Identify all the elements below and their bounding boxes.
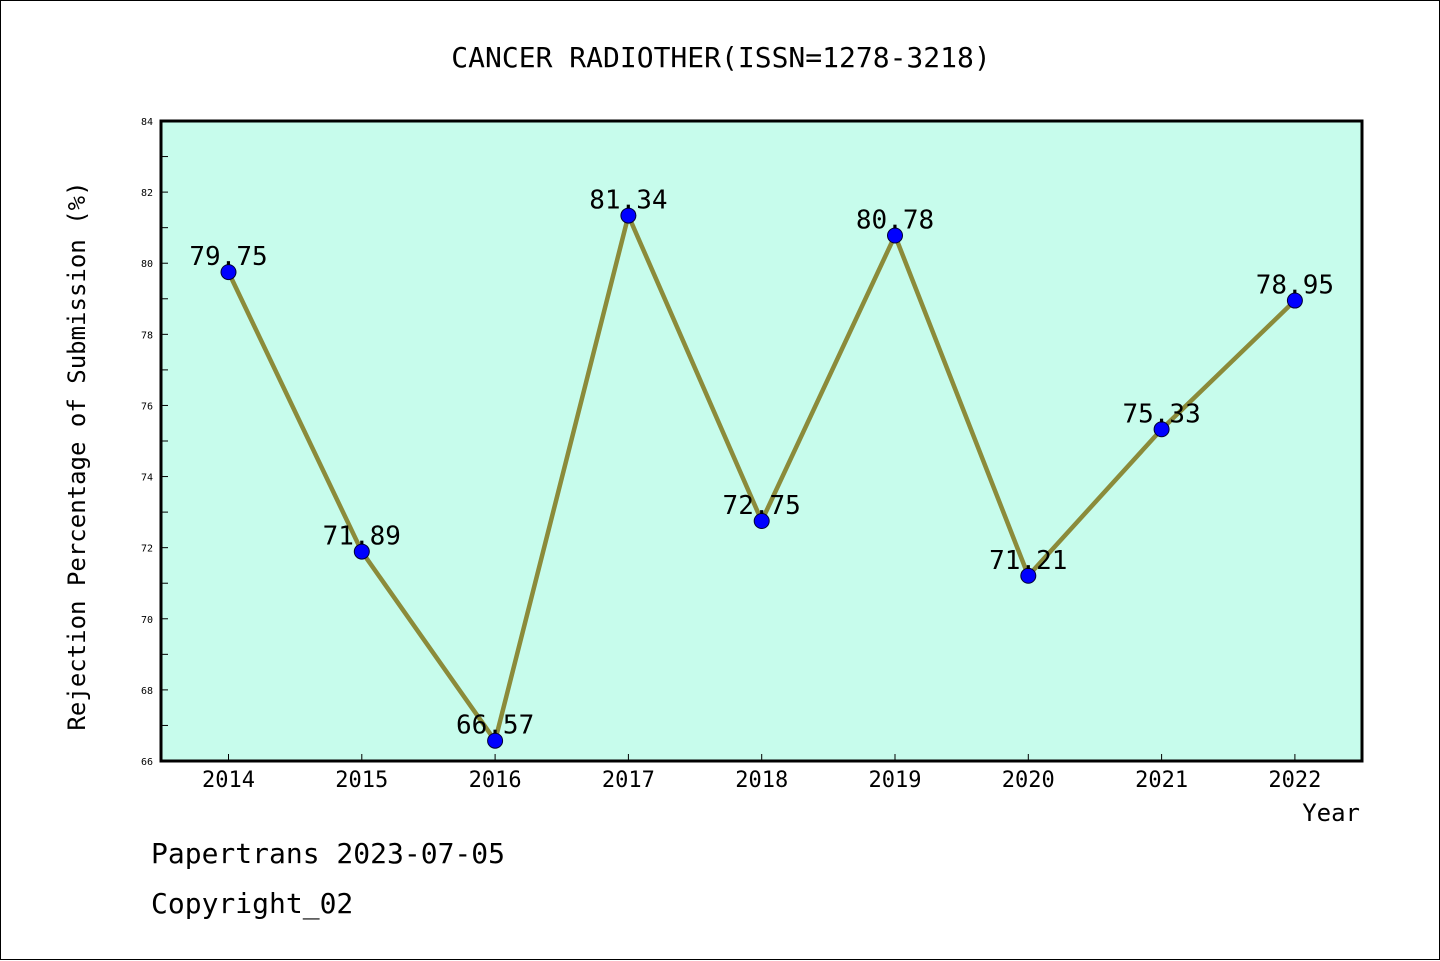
data-point [887, 227, 903, 244]
y-tick-label: 70 [141, 615, 153, 626]
x-tick-label: 2017 [602, 768, 655, 793]
y-tick-label: 80 [141, 259, 153, 270]
y-tick-label: 68 [141, 686, 153, 697]
data-point [220, 264, 237, 281]
plot-border [159, 119, 1364, 763]
y-tick-label: 72 [141, 544, 153, 555]
y-tick-label: 76 [141, 401, 153, 412]
data-markers [220, 207, 1303, 749]
data-point [620, 207, 637, 224]
x-tick-label: 2021 [1135, 768, 1188, 793]
data-point [1020, 567, 1037, 584]
footer-copyright: Copyright_02 [151, 887, 354, 920]
y-tick-label: 74 [141, 473, 153, 484]
y-axis: 66 68 70 72 74 76 78 80 82 84 [141, 117, 168, 768]
data-label: 71.89 [323, 522, 401, 552]
data-point [1153, 421, 1170, 438]
x-tick-label: 2019 [869, 768, 922, 793]
x-tick-label: 2022 [1268, 768, 1321, 793]
x-tick-label: 2018 [735, 768, 788, 793]
x-axis-label: Year [1302, 799, 1360, 827]
y-tick-label: 84 [141, 117, 153, 128]
data-label: 75.33 [1122, 399, 1200, 429]
y-axis-label: Rejection Percentage of Submission (%) [63, 181, 91, 730]
data-point [487, 732, 504, 749]
data-label: 79.75 [189, 242, 267, 272]
x-tick-label: 2014 [202, 768, 255, 793]
y-tick-label: 82 [141, 188, 153, 199]
chart-title: CANCER RADIOTHER(ISSN=1278-3218) [451, 41, 990, 74]
plot-area [161, 121, 1362, 761]
data-label: 66.57 [456, 711, 534, 741]
data-labels: 79.75 71.89 66.57 81.34 72.75 80.78 71.21 75.33… [189, 186, 1334, 741]
data-label: 81.34 [589, 186, 667, 216]
x-axis: 2014 2015 2016 2017 2018 2019 2020 2021 2022 [202, 754, 1321, 793]
data-point [353, 543, 370, 560]
data-label: 71.21 [989, 546, 1067, 576]
data-point [1286, 292, 1303, 309]
y-tick-label: 78 [141, 330, 153, 341]
data-point [753, 513, 770, 529]
x-tick-label: 2020 [1002, 768, 1055, 793]
data-label: 72.75 [723, 491, 801, 521]
footer-date: Papertrans 2023-07-05 [151, 837, 506, 870]
x-tick-label: 2015 [335, 768, 388, 793]
x-tick-label: 2016 [469, 768, 522, 793]
data-label: 80.78 [856, 205, 934, 235]
data-label: 78.95 [1256, 271, 1334, 301]
y-tick-label: 66 [141, 757, 153, 768]
